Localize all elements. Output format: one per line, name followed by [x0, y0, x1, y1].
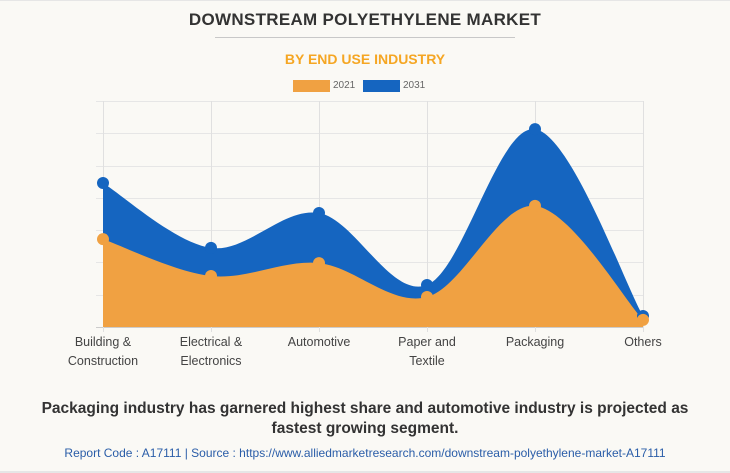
title-divider — [215, 37, 515, 38]
legend: 2021 2031 — [0, 79, 730, 93]
bottom-border — [0, 471, 730, 473]
x-tick-label: Automotive — [288, 335, 351, 349]
chart-caption: Packaging industry has garnered highest … — [41, 400, 689, 437]
x-tick-label: Electrical & Electronics — [180, 335, 243, 368]
area-series-2021 — [103, 205, 643, 327]
data-point-2031 — [421, 279, 433, 292]
chart-subtitle: BY END USE INDUSTRY — [284, 51, 446, 67]
data-point-2031 — [205, 241, 217, 254]
x-tick-label: Packaging — [506, 335, 564, 349]
data-point-2021 — [637, 313, 649, 326]
data-point-2021 — [313, 257, 325, 270]
series-points — [97, 123, 649, 326]
legend-swatch-2031 — [363, 80, 400, 92]
data-point-2021 — [205, 269, 217, 282]
legend-label-2031: 2031 — [403, 80, 426, 91]
data-point-2021 — [97, 233, 109, 246]
data-point-2031 — [529, 123, 541, 136]
x-axis-labels: Building & Construction Electrical & Electr… — [68, 335, 662, 368]
data-point-2021 — [421, 290, 433, 303]
data-point-2031 — [313, 207, 325, 220]
data-point-2031 — [97, 177, 109, 190]
x-tick-label: Paper and Textile — [398, 335, 456, 368]
legend-label-2021: 2021 — [333, 80, 356, 91]
series-areas — [103, 128, 643, 327]
top-border — [0, 0, 730, 1]
data-point-2021 — [529, 199, 541, 212]
source-line[interactable]: Report Code : A17111 | Source : https://… — [64, 446, 666, 460]
x-tick-label: Others — [624, 335, 662, 349]
chart-title: DOWNSTREAM POLYETHYLENE MARKET — [188, 10, 542, 29]
legend-swatch-2021 — [293, 80, 330, 92]
area-chart: Building & Construction Electrical & Electr… — [68, 101, 662, 368]
x-tick-label: Building & Construction — [68, 335, 138, 368]
